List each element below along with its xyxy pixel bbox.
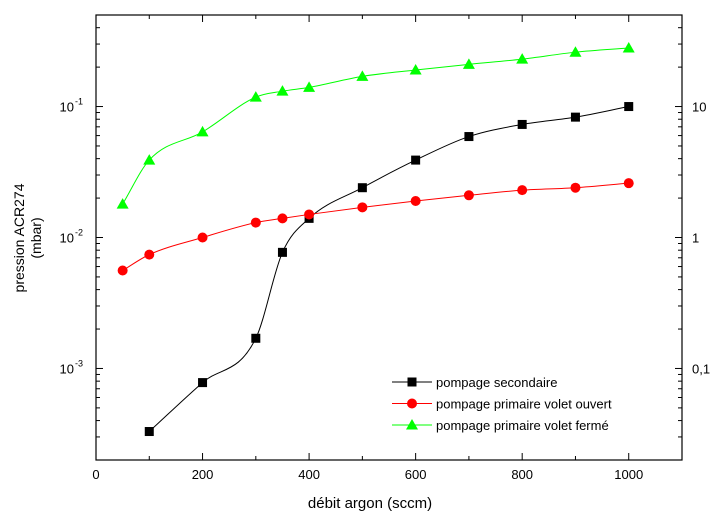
data-point bbox=[143, 154, 156, 165]
data-point bbox=[624, 102, 634, 112]
y2-tick-label: 1 bbox=[692, 231, 699, 246]
y-tick-label: 10 bbox=[60, 361, 74, 376]
y-axis-left: 10-110-210-3 bbox=[60, 14, 682, 461]
x-axis: 0 200 400 600 800 1000 bbox=[92, 15, 643, 482]
y-tick-label: 10 bbox=[60, 231, 74, 246]
x-tick-label: 400 bbox=[298, 467, 320, 482]
series-line bbox=[148, 106, 629, 432]
data-point bbox=[411, 155, 421, 165]
y2-tick-label: 0,1 bbox=[692, 361, 710, 376]
data-point bbox=[251, 333, 261, 343]
data-point bbox=[517, 119, 527, 129]
data-point bbox=[277, 213, 288, 224]
y-tick-exponent: -3 bbox=[75, 358, 83, 368]
series-2 bbox=[116, 41, 635, 209]
legend-marker bbox=[407, 377, 417, 387]
series-1 bbox=[117, 178, 634, 276]
data-point bbox=[250, 217, 261, 228]
data-point bbox=[570, 182, 581, 193]
data-point bbox=[303, 81, 316, 92]
legend: pompage secondaire pompage primaire volet… bbox=[392, 375, 612, 433]
data-point bbox=[117, 265, 128, 276]
x-tick-label: 800 bbox=[511, 467, 533, 482]
data-point bbox=[144, 427, 154, 437]
y-tick-exponent: -2 bbox=[75, 228, 83, 238]
data-point bbox=[144, 249, 155, 260]
x-tick-label: 600 bbox=[405, 467, 427, 482]
x-tick-label: 1000 bbox=[614, 467, 643, 482]
data-point bbox=[517, 185, 528, 196]
legend-label: pompage primaire volet ouvert bbox=[436, 397, 612, 412]
data-point bbox=[277, 247, 287, 257]
series-layer bbox=[116, 41, 635, 437]
data-point bbox=[356, 70, 369, 81]
y2-tick-label: 10 bbox=[692, 100, 706, 115]
legend-label: pompage primaire volet fermé bbox=[436, 418, 609, 433]
x-axis-title: débit argon (sccm) bbox=[308, 495, 432, 512]
legend-marker bbox=[406, 419, 418, 430]
data-point bbox=[569, 46, 582, 57]
data-point bbox=[116, 198, 129, 209]
series-line bbox=[122, 182, 629, 271]
series-0 bbox=[144, 102, 634, 437]
y-axis-title-line2: (mbar) bbox=[28, 217, 44, 258]
y-axis-title-line1: pression ACR274 bbox=[11, 183, 27, 292]
data-point bbox=[462, 58, 475, 69]
data-point bbox=[196, 125, 209, 137]
y-tick-label: 10 bbox=[60, 100, 74, 115]
data-point bbox=[357, 202, 368, 213]
plot-frame bbox=[95, 14, 683, 461]
data-point bbox=[622, 41, 635, 53]
x-tick-label: 200 bbox=[192, 467, 214, 482]
data-point bbox=[410, 195, 421, 206]
data-point bbox=[197, 232, 208, 243]
x-tick-label: 0 bbox=[92, 467, 99, 482]
data-point bbox=[304, 209, 315, 220]
data-point bbox=[570, 112, 580, 122]
legend-label: pompage secondaire bbox=[436, 375, 557, 390]
data-point bbox=[623, 178, 634, 189]
data-point bbox=[464, 132, 474, 142]
data-point bbox=[516, 53, 529, 64]
y-tick-exponent: -1 bbox=[75, 97, 83, 107]
data-point bbox=[249, 91, 262, 102]
data-point bbox=[276, 85, 289, 96]
data-point bbox=[357, 183, 367, 193]
y-axis-right: 10 1 0,1 bbox=[692, 100, 710, 377]
data-point bbox=[463, 190, 474, 201]
legend-marker bbox=[407, 398, 417, 409]
data-point bbox=[409, 64, 422, 75]
data-point bbox=[198, 378, 208, 388]
